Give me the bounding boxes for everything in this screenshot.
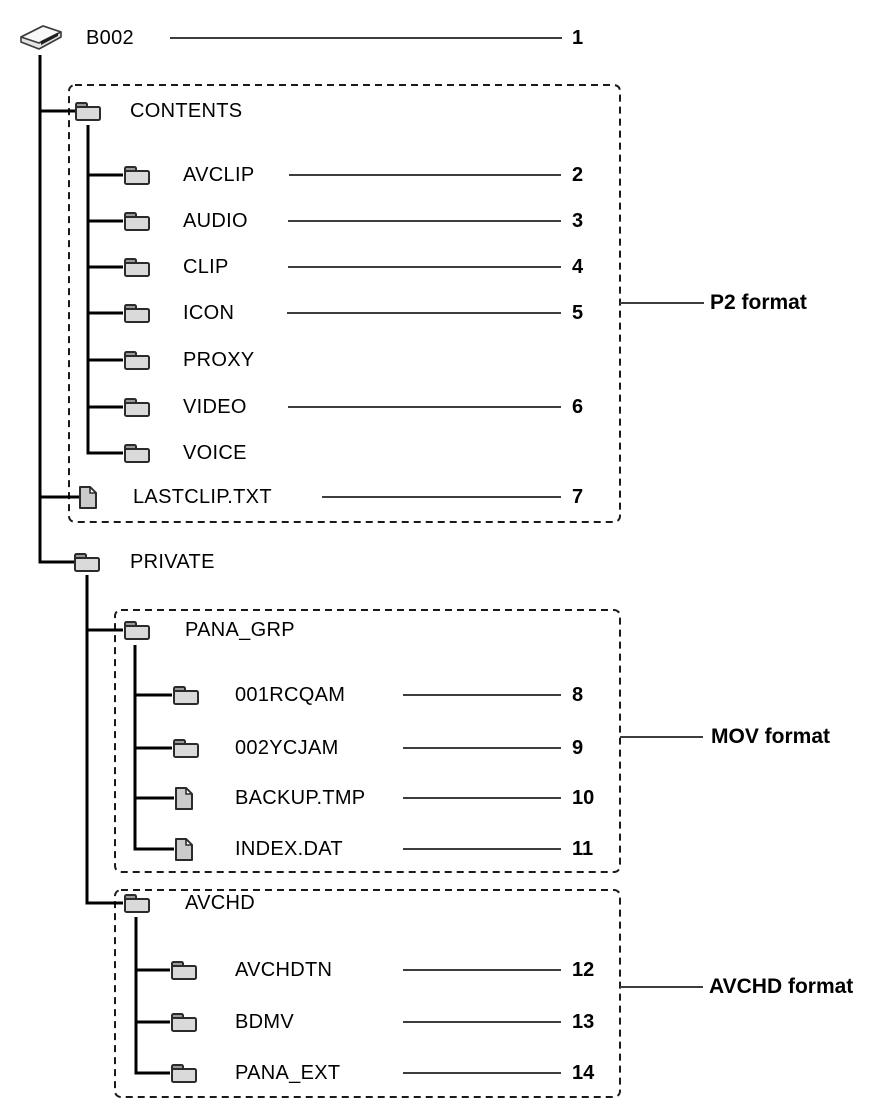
node-002ycjam: 002YCJAM: [172, 735, 339, 761]
node-label: INDEX.DAT: [235, 837, 343, 860]
node-icon: ICON: [123, 300, 234, 326]
folder-icon: [123, 620, 151, 641]
node-label: VOICE: [183, 441, 247, 464]
p2-format-label: P2 format: [710, 291, 807, 314]
node-label: B002: [86, 26, 134, 49]
file-icon: [174, 837, 194, 862]
folder-icon: [123, 350, 151, 371]
folder-icon: [123, 257, 151, 278]
format-label-lines: [620, 302, 704, 988]
node-label: LASTCLIP.TXT: [133, 485, 272, 508]
avchd-format-box: [114, 889, 621, 1098]
ref-number-2: 2: [572, 164, 584, 186]
ref-number-13: 13: [572, 1011, 595, 1033]
folder-icon: [172, 738, 200, 759]
node-b002: B002: [18, 20, 134, 56]
node-label: PANA_GRP: [185, 618, 295, 641]
node-avchd: AVCHD: [123, 890, 255, 916]
node-contents: CONTENTS: [74, 98, 242, 124]
node-label: AVCHDTN: [235, 958, 333, 981]
node-label: VIDEO: [183, 395, 247, 418]
ref-number-3: 3: [572, 210, 584, 232]
file-icon: [174, 786, 194, 811]
ref-number-12: 12: [572, 959, 595, 981]
node-label: 002YCJAM: [235, 736, 339, 759]
file-icon: [78, 485, 98, 510]
node-bdmv: BDMV: [170, 1009, 294, 1035]
folder-icon: [74, 101, 102, 122]
folder-icon: [123, 211, 151, 232]
node-index-dat: INDEX.DAT: [174, 835, 343, 863]
node-label: AVCLIP: [183, 163, 255, 186]
node-backup-tmp: BACKUP.TMP: [174, 784, 365, 812]
node-label: AVCHD: [185, 891, 256, 914]
node-label: BACKUP.TMP: [235, 786, 366, 809]
node-proxy: PROXY: [123, 347, 255, 373]
node-label: PRIVATE: [130, 550, 215, 573]
ref-number-5: 5: [572, 302, 584, 324]
ref-number-8: 8: [572, 684, 584, 706]
mov-format-box: [114, 609, 621, 873]
dashed-group-boxes: [68, 84, 621, 1098]
folder-icon: [123, 165, 151, 186]
folder-icon: [170, 1012, 198, 1033]
node-private: PRIVATE: [73, 549, 215, 575]
node-pana-grp: PANA_GRP: [123, 617, 295, 643]
ref-number-10: 10: [572, 787, 595, 809]
node-label: AUDIO: [183, 209, 248, 232]
node-label: PANA_EXT: [235, 1061, 341, 1084]
node-pana-ext: PANA_EXT: [170, 1060, 340, 1086]
removable-disk-icon: [18, 20, 64, 56]
folder-icon: [170, 960, 198, 981]
ref-number-14: 14: [572, 1062, 595, 1084]
tree-connectors: [38, 55, 174, 1075]
ref-number-1: 1: [572, 27, 584, 49]
node-label: 001RCQAM: [235, 683, 346, 706]
folder-icon: [123, 893, 151, 914]
node-lastclip-txt: LASTCLIP.TXT: [78, 483, 272, 511]
node-voice: VOICE: [123, 440, 247, 466]
ref-number-6: 6: [572, 396, 584, 418]
folder-icon: [73, 552, 101, 573]
node-avclip: AVCLIP: [123, 162, 254, 188]
ref-number-7: 7: [572, 486, 584, 508]
node-label: CONTENTS: [130, 99, 243, 122]
node-video: VIDEO: [123, 394, 247, 420]
node-001rcqam: 001RCQAM: [172, 682, 345, 708]
node-avchdtn: AVCHDTN: [170, 957, 332, 983]
node-label: CLIP: [183, 255, 229, 278]
folder-icon: [123, 303, 151, 324]
node-clip: CLIP: [123, 254, 229, 280]
node-audio: AUDIO: [123, 208, 248, 234]
mov-format-label: MOV format: [711, 725, 831, 748]
node-label: BDMV: [235, 1010, 294, 1033]
folder-icon: [123, 443, 151, 464]
node-label: PROXY: [183, 348, 255, 371]
reference-number-lines: [170, 37, 562, 1074]
ref-number-11: 11: [572, 838, 594, 860]
folder-icon: [170, 1063, 198, 1084]
folder-icon: [123, 397, 151, 418]
node-label: ICON: [183, 301, 235, 324]
ref-number-4: 4: [572, 256, 584, 278]
folder-icon: [172, 685, 200, 706]
ref-number-9: 9: [572, 737, 584, 759]
avchd-format-label: AVCHD format: [709, 975, 854, 998]
